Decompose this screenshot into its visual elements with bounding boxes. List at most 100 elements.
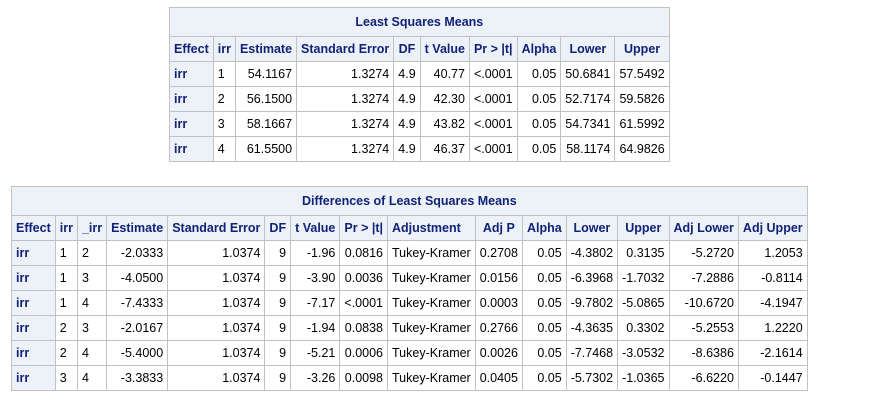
table-row: irr 1 2 -2.0333 1.0374 9 -1.96 0.0816 Tukey-Kram…	[11, 240, 808, 266]
cell-upper: -1.7032	[617, 265, 670, 291]
cell-irr: 1	[54, 240, 78, 266]
cell-t-value: 42.30	[419, 86, 470, 112]
col-header-adj-upper: Adj Upper	[737, 215, 808, 241]
cell-estimate: 61.5500	[234, 136, 298, 162]
cell-df: 4.9	[393, 61, 421, 87]
cell-standard-error: 1.0374	[167, 240, 266, 266]
col-header-t-value: t Value	[419, 36, 470, 62]
cell-alpha: 0.05	[521, 290, 567, 316]
cell-upper: 64.9826	[614, 136, 670, 162]
col-header-estimate: Estimate	[106, 215, 169, 241]
cell-effect: irr	[11, 240, 56, 266]
cell-estimate: 56.1500	[234, 86, 298, 112]
cell-effect: irr	[169, 111, 214, 137]
col-header-irr-compare: _irr	[76, 215, 108, 241]
cell-lower: 52.7174	[560, 86, 616, 112]
cell-df: 9	[264, 340, 292, 366]
cell-lower: -4.3635	[565, 315, 619, 341]
cell-upper: 57.5492	[614, 61, 670, 87]
col-header-alpha: Alpha	[516, 36, 562, 62]
cell-irr-compare: 2	[76, 240, 108, 266]
cell-adj-p: 0.2766	[474, 315, 523, 341]
cell-t-value: -3.26	[290, 365, 341, 391]
cell-df: 9	[264, 240, 292, 266]
cell-t-value: 43.82	[419, 111, 470, 137]
cell-t-value: 40.77	[419, 61, 470, 87]
cell-adj-lower: -5.2553	[668, 315, 739, 341]
cell-standard-error: 1.3274	[296, 136, 395, 162]
cell-df: 4.9	[393, 86, 421, 112]
cell-standard-error: 1.3274	[296, 86, 395, 112]
cell-adj-upper: 1.2053	[737, 240, 808, 266]
col-header-pr-t: Pr > |t|	[468, 36, 518, 62]
cell-t-value: -7.17	[290, 290, 341, 316]
col-header-lower: Lower	[560, 36, 616, 62]
cell-irr-compare: 4	[76, 290, 108, 316]
cell-upper: 0.3302	[617, 315, 670, 341]
cell-effect: irr	[169, 86, 214, 112]
cell-upper: -3.0532	[617, 340, 670, 366]
col-header-irr: irr	[54, 215, 78, 241]
cell-adj-upper: -4.1947	[737, 290, 808, 316]
cell-standard-error: 1.0374	[167, 340, 266, 366]
cell-estimate: -5.4000	[106, 340, 169, 366]
cell-adjustment: Tukey-Kramer	[387, 265, 476, 291]
cell-irr: 2	[212, 86, 236, 112]
cell-lower: 50.6841	[560, 61, 616, 87]
cell-pr-t: <.0001	[339, 290, 388, 316]
cell-standard-error: 1.0374	[167, 265, 266, 291]
cell-df: 9	[264, 365, 292, 391]
cell-estimate: 58.1667	[234, 111, 298, 137]
cell-alpha: 0.05	[516, 61, 562, 87]
cell-irr-compare: 4	[76, 340, 108, 366]
cell-lower: -9.7802	[565, 290, 619, 316]
col-header-pr-t: Pr > |t|	[339, 215, 388, 241]
cell-df: 9	[264, 290, 292, 316]
col-header-effect: Effect	[11, 215, 56, 241]
cell-upper: -1.0365	[617, 365, 670, 391]
header-row: Effect irr _irr Estimate Standard Error …	[11, 215, 808, 241]
cell-irr: 1	[212, 61, 236, 87]
cell-upper: -5.0865	[617, 290, 670, 316]
cell-effect: irr	[169, 61, 214, 87]
cell-lower: 58.1174	[560, 136, 616, 162]
cell-adj-upper: -0.8114	[737, 265, 808, 291]
cell-pr-t: <.0001	[468, 111, 518, 137]
col-header-df: DF	[264, 215, 292, 241]
cell-adj-lower: -10.6720	[668, 290, 739, 316]
cell-pr-t: 0.0098	[339, 365, 388, 391]
cell-standard-error: 1.0374	[167, 290, 266, 316]
cell-adj-upper: -0.1447	[737, 365, 808, 391]
cell-lower: -7.7468	[565, 340, 619, 366]
cell-alpha: 0.05	[521, 240, 567, 266]
cell-adjustment: Tukey-Kramer	[387, 240, 476, 266]
cell-irr-compare: 3	[76, 265, 108, 291]
col-header-adjustment: Adjustment	[387, 215, 476, 241]
cell-pr-t: <.0001	[468, 86, 518, 112]
cell-adj-p: 0.0026	[474, 340, 523, 366]
cell-t-value: -1.96	[290, 240, 341, 266]
cell-adj-p: 0.0405	[474, 365, 523, 391]
cell-irr: 1	[54, 265, 78, 291]
cell-effect: irr	[11, 315, 56, 341]
cell-adj-upper: 1.2220	[737, 315, 808, 341]
cell-adj-p: 0.0003	[474, 290, 523, 316]
col-header-alpha: Alpha	[521, 215, 567, 241]
cell-pr-t: <.0001	[468, 136, 518, 162]
table-row: irr 3 58.1667 1.3274 4.9 43.82 <.0001 0.05 54.73…	[169, 111, 670, 137]
cell-t-value: -5.21	[290, 340, 341, 366]
cell-pr-t: 0.0036	[339, 265, 388, 291]
header-row: Effect irr Estimate Standard Error DF t …	[169, 36, 670, 62]
cell-alpha: 0.05	[516, 111, 562, 137]
table-title: Differences of Least Squares Means	[11, 186, 808, 216]
cell-t-value: -1.94	[290, 315, 341, 341]
table-title: Least Squares Means	[169, 7, 670, 37]
col-header-df: DF	[393, 36, 421, 62]
cell-df: 4.9	[393, 136, 421, 162]
cell-estimate: -2.0333	[106, 240, 169, 266]
least-squares-means-table: Least Squares Means Effect irr Estimate …	[169, 7, 670, 162]
cell-upper: 61.5992	[614, 111, 670, 137]
col-header-t-value: t Value	[290, 215, 341, 241]
cell-df: 9	[264, 315, 292, 341]
table-row: irr 4 61.5500 1.3274 4.9 46.37 <.0001 0.05 58.11…	[169, 136, 670, 162]
